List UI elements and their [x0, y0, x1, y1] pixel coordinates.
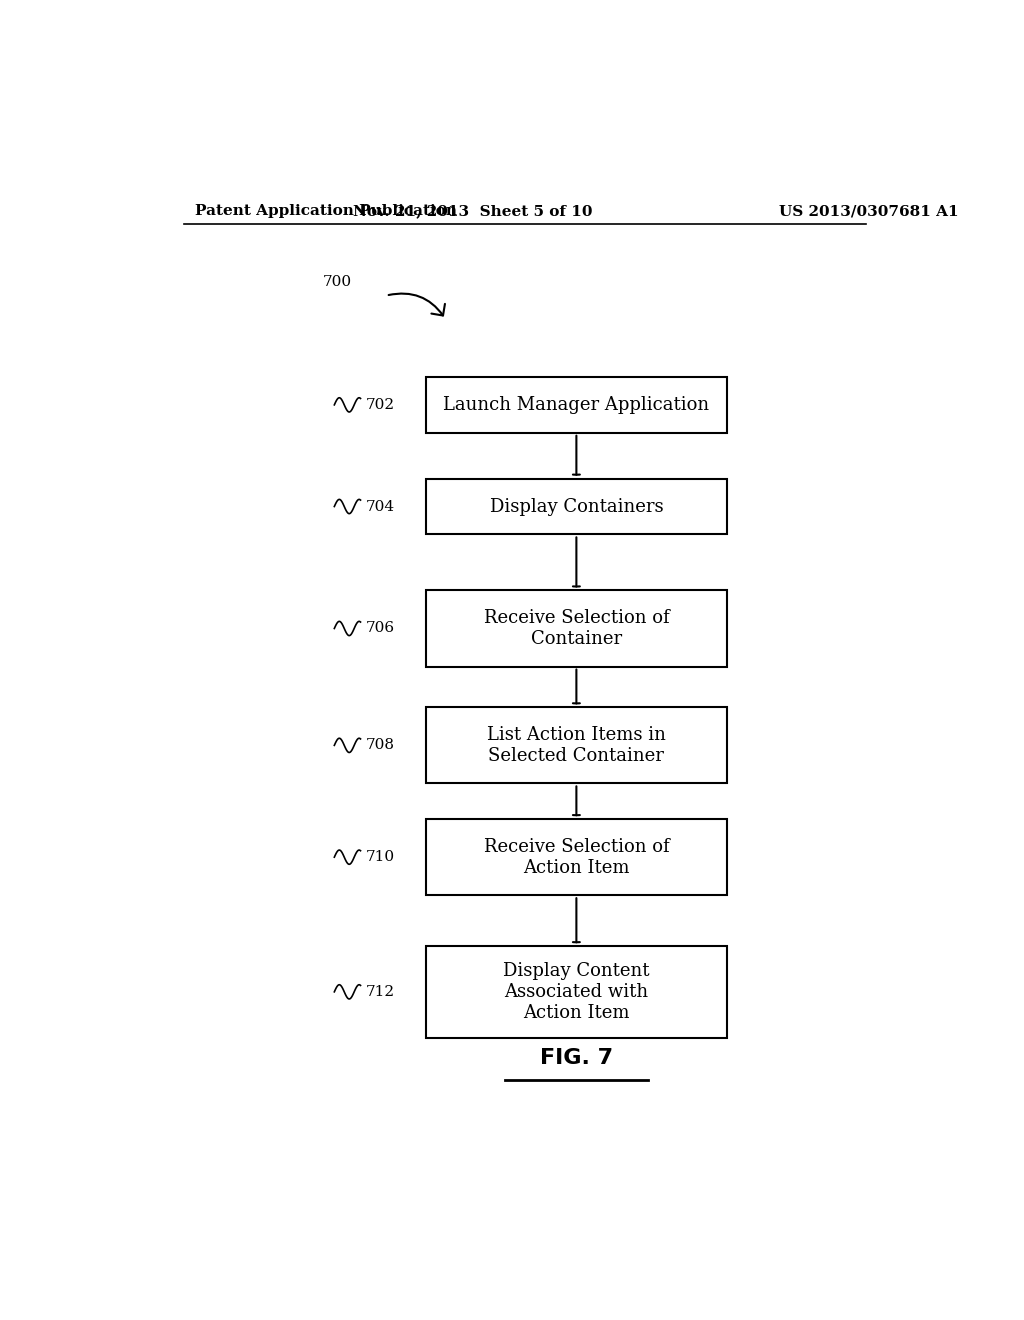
Text: Receive Selection of
Container: Receive Selection of Container	[483, 609, 670, 648]
Text: 708: 708	[367, 738, 395, 752]
FancyArrowPatch shape	[389, 293, 445, 315]
Bar	[426, 479, 727, 535]
Text: Display Containers: Display Containers	[489, 498, 664, 516]
Text: 706: 706	[367, 622, 395, 635]
Text: 704: 704	[367, 499, 395, 513]
Text: List Action Items in
Selected Container: List Action Items in Selected Container	[487, 726, 666, 764]
Bar	[426, 818, 727, 895]
Text: Nov. 21, 2013  Sheet 5 of 10: Nov. 21, 2013 Sheet 5 of 10	[353, 205, 593, 218]
Bar	[426, 946, 727, 1038]
Text: 702: 702	[367, 397, 395, 412]
Text: US 2013/0307681 A1: US 2013/0307681 A1	[778, 205, 958, 218]
Text: Display Content
Associated with
Action Item: Display Content Associated with Action I…	[503, 962, 649, 1022]
Bar	[426, 708, 727, 784]
Bar	[426, 378, 727, 433]
Text: 710: 710	[367, 850, 395, 865]
Text: Patent Application Publication: Patent Application Publication	[196, 205, 458, 218]
Text: 712: 712	[367, 985, 395, 999]
Text: Launch Manager Application: Launch Manager Application	[443, 396, 710, 414]
Text: FIG. 7: FIG. 7	[540, 1048, 613, 1068]
Text: 700: 700	[323, 276, 351, 289]
Text: Receive Selection of
Action Item: Receive Selection of Action Item	[483, 838, 670, 876]
Bar	[426, 590, 727, 667]
